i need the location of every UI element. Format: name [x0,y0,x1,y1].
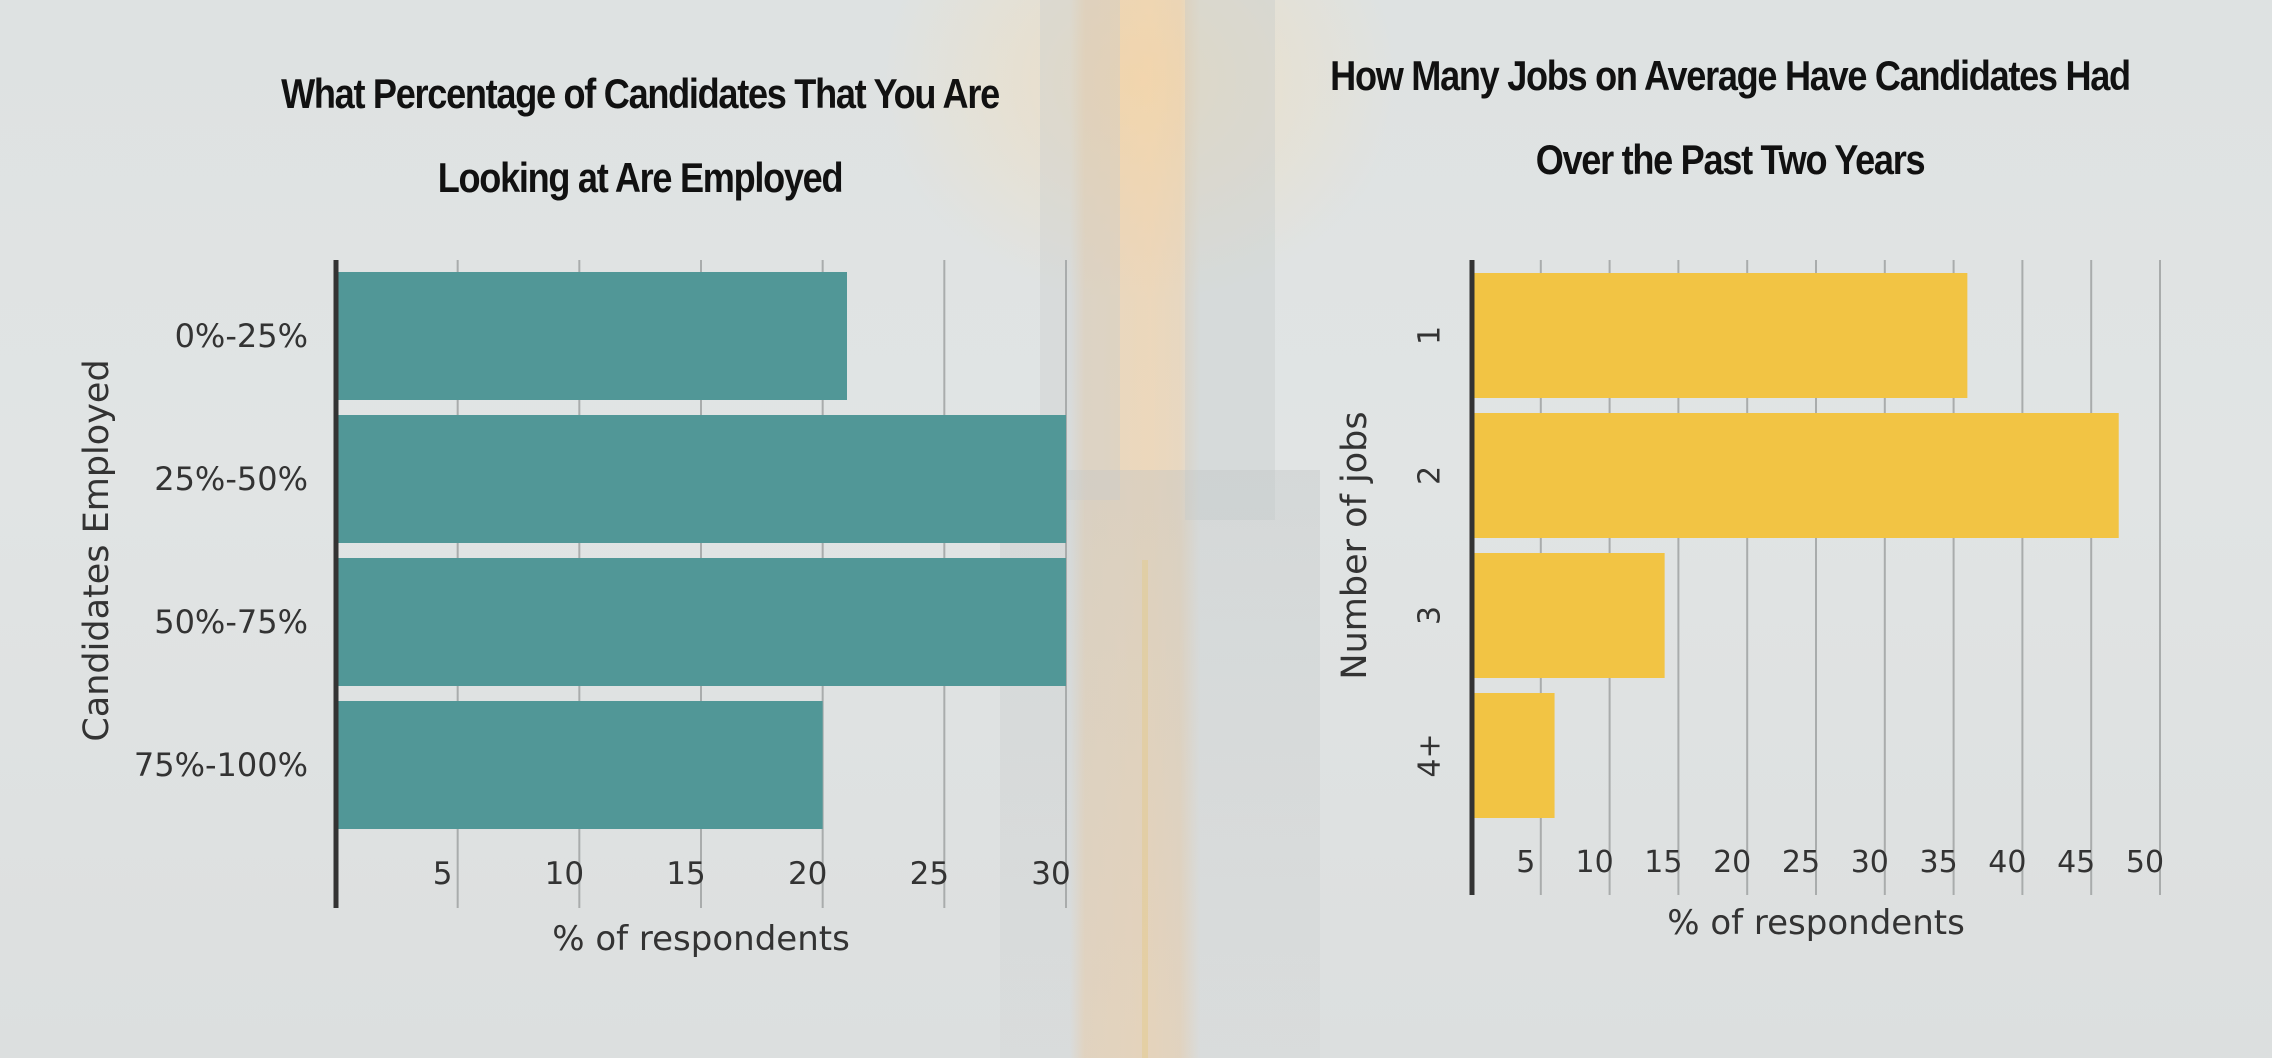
left-bar-4 [336,701,823,829]
left-x-tick-label: 10 [545,856,584,892]
left-x-tick-label: 20 [788,856,827,892]
right-x-tick-label: 5 [1516,845,1535,880]
left-bar-3 [336,558,1066,686]
right-chart-title-line-2: Over the Past Two Years [1535,136,1926,183]
left-y-axis-label: Candidates Employed [77,359,117,741]
right-x-axis-label: % of respondents [1667,903,1965,943]
left-x-tick-label: 5 [433,856,453,892]
right-x-tick-label: 10 [1576,845,1614,880]
right-y-axis-label: Number of jobs [1335,411,1375,679]
right-bar-chart: 5 10 15 20 25 30 35 40 45 50 1 2 3 4+ % of respondents… [1335,260,2164,943]
right-category-label: 4+ [1413,733,1448,777]
right-x-tick-label: 40 [1988,845,2026,880]
left-bar-chart: 5 10 15 20 25 30 0%-25% 25%-50% 50%-75% 75%-100%%… [77,260,1071,959]
left-x-axis-label: % of respondents [552,919,850,959]
left-x-tick-label: 15 [666,856,705,892]
right-x-tick-label: 45 [2057,845,2095,880]
right-bar-4 [1472,693,1555,818]
right-x-tick-label: 50 [2126,845,2164,880]
right-bar-2 [1472,413,2119,538]
right-chart-title: How Many Jobs on Average Have Candidates… [1300,34,2160,202]
left-chart-title-line-1: What Percentage of Candidates That You A… [281,70,1000,117]
right-x-tick-label: 35 [1920,845,1958,880]
left-category-label: 0%-25% [175,317,308,355]
left-chart-title: What Percentage of Candidates That You A… [210,52,1070,220]
right-category-label: 2 [1413,466,1448,485]
left-x-tick-label: 30 [1031,856,1070,892]
left-category-label: 50%-75% [154,603,308,641]
left-chart-title-line-2: Looking at Are Employed [437,154,844,201]
right-x-tick-label: 25 [1782,845,1820,880]
right-x-tick-label: 30 [1851,845,1889,880]
right-x-tick-label: 15 [1644,845,1682,880]
right-bar-1 [1472,273,1968,398]
street-lane-line [1142,560,1148,1058]
left-category-label: 25%-50% [154,460,308,498]
right-category-label: 1 [1413,326,1448,345]
building-right [1185,0,1275,520]
left-bar-2 [336,415,1066,543]
left-category-label: 75%-100% [134,746,308,784]
right-chart-title-line-1: How Many Jobs on Average Have Candidates… [1330,52,2131,99]
right-bar-3 [1472,553,1665,678]
left-bar-1 [336,272,847,400]
left-x-tick-label: 25 [910,856,949,892]
right-x-tick-label: 20 [1713,845,1751,880]
right-category-label: 3 [1413,606,1448,625]
